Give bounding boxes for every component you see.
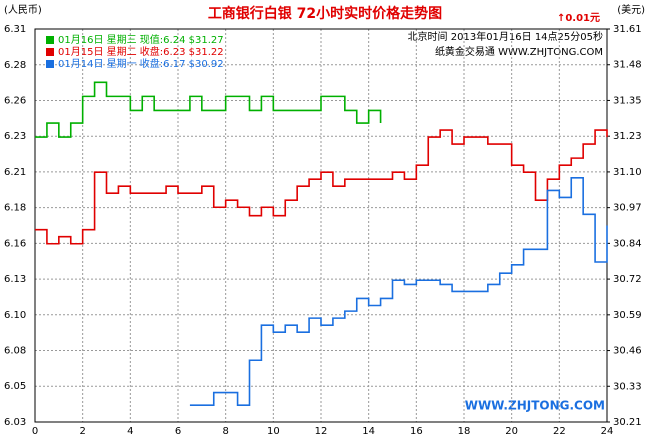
y2-tick-label: 31.23 <box>613 131 642 142</box>
legend-swatch <box>46 36 54 44</box>
x-tick-label: 4 <box>127 426 133 437</box>
price-line <box>35 81 382 138</box>
y2-axis-label: (美元) <box>617 3 645 16</box>
y-tick-label: 6.03 <box>4 417 26 428</box>
x-tick-label: 20 <box>505 426 518 437</box>
y2-tick-label: 30.72 <box>613 274 642 285</box>
y2-tick-label: 30.97 <box>613 203 642 214</box>
y-tick-label: 6.26 <box>4 95 26 106</box>
x-tick-label: 2 <box>79 426 85 437</box>
y-tick-label: 6.28 <box>4 60 26 71</box>
watermark: WWW.ZHJTONG.COM <box>465 399 605 413</box>
y-axis-label: (人民币) <box>4 4 42 16</box>
legend-label: 01月15日 星期二 收盘:6.23 $31.22 <box>58 45 224 58</box>
legend-swatch <box>46 60 54 68</box>
x-tick-label: 6 <box>175 426 181 437</box>
y-tick-label: 6.18 <box>4 203 26 214</box>
y2-tick-label: 31.35 <box>613 95 642 106</box>
annotation: 纸黄金交易通 WWW.ZHJTONG.COM <box>435 45 603 58</box>
annotation: 北京时间 2013年01月16日 14点25分05秒 <box>408 30 603 43</box>
y2-tick-label: 31.48 <box>613 60 642 71</box>
x-tick-label: 16 <box>410 426 423 437</box>
x-tick-label: 24 <box>601 426 614 437</box>
y2-tick-label: 30.59 <box>613 310 642 321</box>
legend-swatch <box>46 48 54 56</box>
y-tick-label: 6.10 <box>4 310 26 321</box>
price-line <box>189 176 608 406</box>
legend-label: 01月16日 星期三 现值:6.24 $31.27 <box>58 33 224 46</box>
x-tick-label: 14 <box>362 426 375 437</box>
y2-tick-label: 30.33 <box>613 381 642 392</box>
x-tick-label: 8 <box>222 426 228 437</box>
y2-tick-label: 31.10 <box>613 167 642 178</box>
y-tick-label: 6.31 <box>4 24 26 35</box>
y-tick-label: 6.21 <box>4 167 26 178</box>
y2-tick-label: 30.84 <box>613 238 642 249</box>
x-tick-label: 18 <box>458 426 471 437</box>
legend-label: 01月14日 星期一 收盘:6.17 $30.92 <box>58 57 224 70</box>
y-tick-label: 6.08 <box>4 346 26 357</box>
x-tick-label: 10 <box>267 426 280 437</box>
y2-tick-label: 31.61 <box>613 24 642 35</box>
y2-tick-label: 30.46 <box>613 346 642 357</box>
x-tick-label: 0 <box>32 426 38 437</box>
y-tick-label: 6.23 <box>4 131 26 142</box>
y2-tick-label: 30.21 <box>613 417 642 428</box>
y-tick-label: 6.13 <box>4 274 26 285</box>
y-tick-label: 6.16 <box>4 238 26 249</box>
y-tick-label: 6.05 <box>4 381 26 392</box>
price-line <box>35 129 608 245</box>
x-tick-label: 22 <box>553 426 566 437</box>
x-tick-label: 12 <box>315 426 328 437</box>
chart-title: 工商银行白银 72小时实时价格走势图 <box>208 5 442 22</box>
annotation: ↑0.01元 <box>557 12 600 24</box>
